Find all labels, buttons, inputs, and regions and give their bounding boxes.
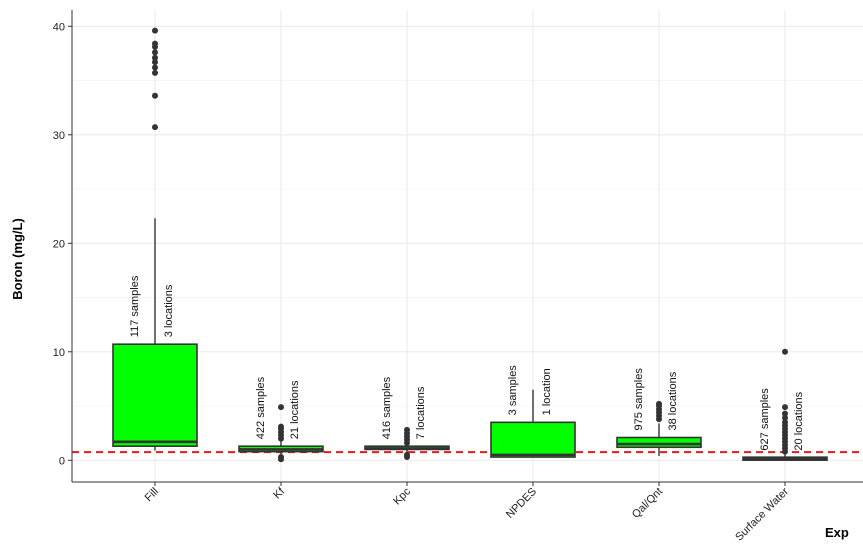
x-axis-title: Exp bbox=[825, 525, 849, 540]
x-tick-label: Kf bbox=[271, 485, 288, 502]
outlier-point bbox=[782, 414, 788, 421]
outlier-point bbox=[782, 419, 788, 426]
samples-label: 3 samples bbox=[507, 365, 519, 416]
box-iqr bbox=[112, 343, 198, 447]
annotation-group: 117 samples 3 locations 422 samples 21 loca… bbox=[129, 275, 805, 450]
outlier-point bbox=[782, 410, 788, 417]
locations-label: 7 locations bbox=[415, 386, 427, 439]
box-fill bbox=[112, 27, 198, 451]
box-group bbox=[112, 27, 828, 463]
samples-label: 975 samples bbox=[633, 368, 645, 431]
outlier-point bbox=[152, 54, 158, 61]
outlier-point bbox=[404, 451, 410, 458]
outlier-point bbox=[278, 454, 284, 461]
plot-panel bbox=[72, 10, 863, 482]
locations-label: 3 locations bbox=[163, 284, 175, 337]
panel-background bbox=[72, 10, 863, 482]
samples-label: 416 samples bbox=[381, 376, 393, 439]
box-kpc bbox=[364, 426, 450, 461]
locations-label: 21 locations bbox=[289, 380, 301, 439]
y-axis-title: Boron (mg/L) bbox=[10, 218, 25, 300]
box-iqr bbox=[490, 421, 576, 458]
locations-label: 20 locations bbox=[793, 391, 805, 450]
outlier-point bbox=[152, 59, 158, 66]
y-tick-label: 20 bbox=[53, 238, 65, 250]
outlier-point bbox=[152, 40, 158, 47]
outlier-point bbox=[152, 69, 158, 76]
outlier-point bbox=[278, 404, 284, 411]
box-qal-qnt bbox=[616, 400, 702, 456]
box-kf bbox=[238, 404, 324, 463]
x-tick-label: NPDES bbox=[504, 486, 539, 521]
locations-label: 1 location bbox=[541, 368, 553, 415]
outlier-point bbox=[152, 49, 158, 56]
x-tick-label: Surface Water bbox=[733, 485, 791, 543]
outlier-point bbox=[278, 423, 284, 430]
x-tick-label: Qal/Qnt bbox=[630, 486, 665, 521]
y-tick-label: 30 bbox=[53, 130, 65, 142]
outlier-point bbox=[152, 27, 158, 34]
samples-label: 627 samples bbox=[759, 388, 771, 451]
box-iqr bbox=[616, 436, 702, 449]
outlier-point bbox=[152, 92, 158, 99]
outlier-point bbox=[782, 348, 788, 355]
x-tick-label: Kpc bbox=[391, 485, 413, 507]
samples-label: 422 samples bbox=[255, 376, 267, 439]
y-tick-label: 40 bbox=[53, 21, 65, 33]
y-tick-label: 10 bbox=[53, 347, 65, 359]
outlier-point bbox=[782, 404, 788, 411]
x-tick-label: Fill bbox=[143, 486, 161, 504]
outlier-point bbox=[656, 400, 662, 407]
outlier-point bbox=[152, 64, 158, 71]
samples-label: 117 samples bbox=[129, 275, 141, 337]
y-tick-label: 0 bbox=[59, 455, 65, 467]
locations-label: 38 locations bbox=[667, 371, 679, 430]
box-surface-water bbox=[742, 348, 828, 461]
outlier-point bbox=[404, 426, 410, 433]
outlier-point bbox=[152, 124, 158, 131]
box-npdes bbox=[490, 389, 576, 458]
